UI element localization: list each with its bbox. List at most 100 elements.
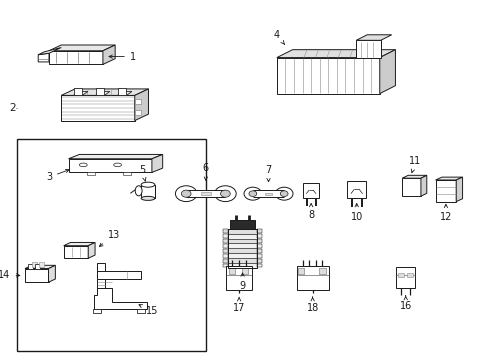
Polygon shape bbox=[135, 110, 141, 115]
Circle shape bbox=[280, 191, 288, 197]
Ellipse shape bbox=[79, 163, 87, 167]
Polygon shape bbox=[402, 178, 421, 196]
Circle shape bbox=[181, 190, 191, 197]
Text: 4: 4 bbox=[274, 30, 285, 44]
Text: 18: 18 bbox=[307, 297, 319, 312]
Bar bbox=[28, 264, 33, 269]
Polygon shape bbox=[456, 177, 463, 202]
Bar bbox=[39, 262, 44, 267]
Bar bbox=[398, 273, 404, 277]
Polygon shape bbox=[38, 53, 49, 62]
Text: 16: 16 bbox=[400, 296, 412, 311]
Text: 17: 17 bbox=[233, 297, 245, 312]
Polygon shape bbox=[118, 91, 132, 95]
Polygon shape bbox=[380, 50, 395, 94]
Bar bbox=[319, 268, 326, 274]
Bar bbox=[242, 268, 248, 274]
Ellipse shape bbox=[141, 182, 155, 187]
Text: 1: 1 bbox=[109, 51, 136, 62]
Polygon shape bbox=[96, 91, 110, 95]
Bar bbox=[396, 267, 415, 288]
Bar bbox=[228, 248, 257, 253]
Polygon shape bbox=[265, 193, 272, 195]
Circle shape bbox=[249, 191, 257, 197]
Polygon shape bbox=[87, 172, 95, 175]
Bar bbox=[408, 273, 414, 277]
Polygon shape bbox=[61, 95, 135, 121]
Polygon shape bbox=[96, 88, 104, 95]
Polygon shape bbox=[118, 88, 126, 95]
Bar bbox=[229, 268, 235, 274]
Bar bbox=[223, 244, 228, 248]
Polygon shape bbox=[97, 271, 141, 279]
Polygon shape bbox=[277, 50, 395, 58]
Polygon shape bbox=[69, 159, 152, 172]
Polygon shape bbox=[303, 183, 319, 198]
Bar bbox=[319, 268, 326, 274]
Circle shape bbox=[215, 186, 236, 202]
Polygon shape bbox=[277, 58, 380, 94]
Polygon shape bbox=[201, 192, 211, 195]
Bar bbox=[297, 266, 329, 289]
Bar bbox=[257, 234, 262, 238]
Ellipse shape bbox=[114, 163, 122, 167]
Circle shape bbox=[275, 187, 293, 200]
Polygon shape bbox=[103, 45, 115, 64]
Bar bbox=[298, 268, 304, 274]
Bar bbox=[223, 259, 228, 262]
Text: 12: 12 bbox=[440, 204, 452, 222]
Polygon shape bbox=[356, 35, 392, 40]
Bar bbox=[223, 249, 228, 253]
Polygon shape bbox=[49, 45, 115, 51]
Bar bbox=[228, 258, 257, 263]
Polygon shape bbox=[64, 246, 88, 258]
Circle shape bbox=[244, 187, 262, 200]
Polygon shape bbox=[152, 154, 163, 172]
Polygon shape bbox=[93, 309, 101, 313]
Text: 6: 6 bbox=[203, 163, 209, 180]
Polygon shape bbox=[135, 99, 141, 104]
Bar bbox=[35, 264, 40, 269]
Text: 11: 11 bbox=[410, 156, 421, 173]
Bar bbox=[230, 220, 255, 229]
Bar bbox=[257, 229, 262, 233]
Text: 10: 10 bbox=[350, 203, 363, 222]
Polygon shape bbox=[94, 288, 147, 309]
Bar bbox=[141, 185, 155, 198]
Bar bbox=[228, 263, 257, 268]
Text: 2: 2 bbox=[9, 103, 16, 113]
Polygon shape bbox=[347, 181, 366, 198]
Bar bbox=[257, 239, 262, 243]
Ellipse shape bbox=[135, 186, 142, 196]
Polygon shape bbox=[436, 177, 463, 180]
Polygon shape bbox=[25, 265, 55, 269]
Polygon shape bbox=[137, 309, 145, 313]
Bar bbox=[228, 229, 257, 268]
Bar bbox=[223, 254, 228, 258]
Polygon shape bbox=[38, 48, 61, 55]
Polygon shape bbox=[436, 180, 456, 202]
Ellipse shape bbox=[141, 196, 155, 201]
Text: 15: 15 bbox=[139, 305, 158, 316]
Bar bbox=[242, 268, 248, 274]
Polygon shape bbox=[421, 175, 427, 196]
Bar bbox=[228, 243, 257, 248]
Polygon shape bbox=[97, 263, 105, 288]
Bar bbox=[257, 259, 262, 262]
Polygon shape bbox=[186, 190, 225, 197]
Bar bbox=[257, 264, 262, 267]
Polygon shape bbox=[74, 91, 88, 95]
Polygon shape bbox=[123, 172, 131, 175]
Polygon shape bbox=[61, 89, 148, 95]
Bar bbox=[228, 253, 257, 258]
Bar bbox=[223, 234, 228, 238]
Polygon shape bbox=[64, 243, 95, 246]
Bar bbox=[228, 239, 257, 243]
Text: 9: 9 bbox=[240, 273, 245, 291]
Bar bbox=[226, 266, 252, 289]
Bar bbox=[229, 268, 235, 274]
Text: 14: 14 bbox=[0, 270, 20, 280]
Bar bbox=[228, 234, 257, 238]
Bar bbox=[257, 249, 262, 253]
Bar bbox=[298, 268, 304, 274]
